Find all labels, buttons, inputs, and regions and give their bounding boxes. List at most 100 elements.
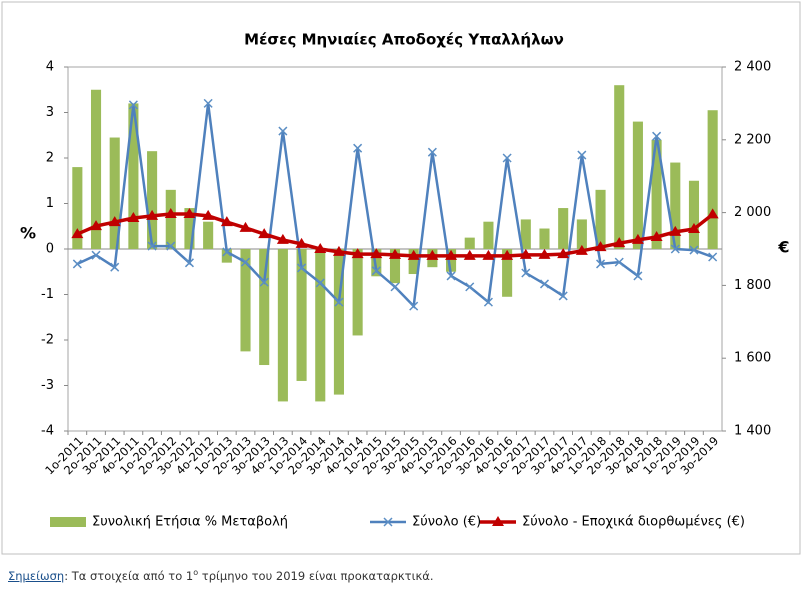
- y2-axis-label: €: [777, 238, 789, 257]
- point-marker: [110, 262, 120, 272]
- y-tick-label: -4: [41, 424, 54, 439]
- point-marker: [332, 245, 345, 256]
- point-marker: [650, 230, 663, 241]
- point-marker: [670, 244, 680, 254]
- point-marker: [334, 297, 344, 307]
- y2-tick-label: 2 200: [734, 132, 771, 147]
- point-marker: [669, 225, 682, 236]
- note-rest: τρίμηνο του 2019 είναι προκαταρκτικά.: [198, 568, 434, 583]
- point-marker: [652, 131, 662, 141]
- note-text: : Τα στοιχεία από το 1: [64, 568, 194, 583]
- point-marker: [389, 248, 401, 259]
- point-marker: [258, 228, 271, 239]
- bar: [90, 89, 102, 249]
- bar: [539, 228, 550, 249]
- bar: [315, 249, 326, 402]
- point-marker: [220, 216, 233, 227]
- chart-title: Μέσες Μηνιαίες Αποδοχές Υπαλλήλων: [244, 31, 564, 49]
- bar: [333, 249, 344, 395]
- point-marker: [577, 150, 587, 160]
- point-marker: [407, 249, 420, 260]
- bar: [240, 249, 251, 352]
- bar: [296, 249, 307, 381]
- bar: [72, 167, 83, 249]
- bar: [408, 249, 419, 275]
- point-marker: [575, 244, 588, 255]
- point-marker: [222, 247, 232, 257]
- y-tick-label: -1: [41, 287, 54, 302]
- y-tick-label: 2: [46, 151, 54, 166]
- point-marker: [390, 282, 400, 292]
- point-marker: [687, 222, 700, 233]
- point-marker: [370, 248, 383, 259]
- point-marker: [184, 258, 194, 268]
- y2-tick-label: 2 000: [734, 205, 771, 220]
- point-marker: [614, 257, 624, 267]
- point-marker: [72, 259, 82, 269]
- chart: Μέσες Μηνιαίες Αποδοχές Υπαλλήλων % € -4…: [1, 1, 801, 555]
- point-marker: [146, 209, 159, 220]
- legend-marker: [492, 516, 504, 526]
- bar: [446, 249, 457, 272]
- bar: [147, 151, 158, 249]
- point-marker: [521, 268, 531, 278]
- point-marker: [164, 208, 177, 219]
- point-marker: [90, 220, 103, 231]
- footnote: Σημείωση: Τα στοιχεία από το 1ο τρίμηνο …: [8, 568, 434, 583]
- point-marker: [203, 98, 213, 108]
- point-marker: [426, 249, 439, 260]
- point-marker: [483, 297, 493, 307]
- y2-tick-label: 2 400: [734, 60, 771, 75]
- point-marker: [128, 100, 138, 110]
- bar: [688, 180, 700, 249]
- y-tick-label: 4: [46, 60, 54, 75]
- point-marker: [315, 278, 325, 288]
- point-marker: [276, 233, 289, 244]
- bar: [520, 219, 531, 249]
- legend-label: Σύνολο (€): [412, 515, 481, 530]
- bar: [221, 249, 232, 263]
- point-marker: [706, 208, 719, 219]
- point-marker: [594, 241, 607, 252]
- point-marker: [689, 245, 699, 255]
- point-marker: [596, 259, 606, 269]
- note-link[interactable]: Σημείωση: [8, 568, 65, 583]
- y-tick-label: 1: [46, 196, 54, 211]
- bar: [128, 103, 139, 250]
- point-marker: [409, 301, 419, 311]
- point-marker: [501, 249, 514, 260]
- point-marker: [519, 248, 532, 259]
- bar: [614, 85, 625, 249]
- point-marker: [631, 233, 644, 244]
- point-marker: [539, 279, 550, 289]
- bar: [576, 219, 587, 249]
- y2-tick-label: 1 400: [734, 424, 771, 439]
- legend-label: Συνολική Ετήσια % Μεταβολή: [92, 515, 288, 530]
- point-marker: [295, 237, 308, 248]
- line-series: [71, 208, 719, 260]
- point-marker: [278, 126, 288, 136]
- point-marker: [353, 143, 363, 153]
- bar: [109, 137, 120, 249]
- bar: [165, 189, 176, 249]
- point-marker: [463, 249, 476, 260]
- point-marker: [314, 243, 327, 253]
- point-marker: [297, 263, 307, 273]
- point-marker: [202, 209, 215, 220]
- point-marker: [371, 266, 381, 276]
- legend-label: Σύνολο - Εποχικά διορθωμένες (€): [522, 515, 745, 530]
- y-tick-label: -2: [41, 333, 54, 348]
- legend-marker: [383, 517, 393, 527]
- bar: [389, 249, 401, 284]
- bar: [464, 237, 475, 249]
- bar: [670, 162, 681, 249]
- line-series: [72, 98, 718, 311]
- point-marker: [240, 257, 251, 267]
- point-marker: [538, 248, 551, 259]
- bar: [707, 110, 718, 249]
- point-marker: [127, 212, 140, 223]
- note-sup: ο: [193, 568, 199, 577]
- y2-tick-label: 1 800: [734, 278, 771, 293]
